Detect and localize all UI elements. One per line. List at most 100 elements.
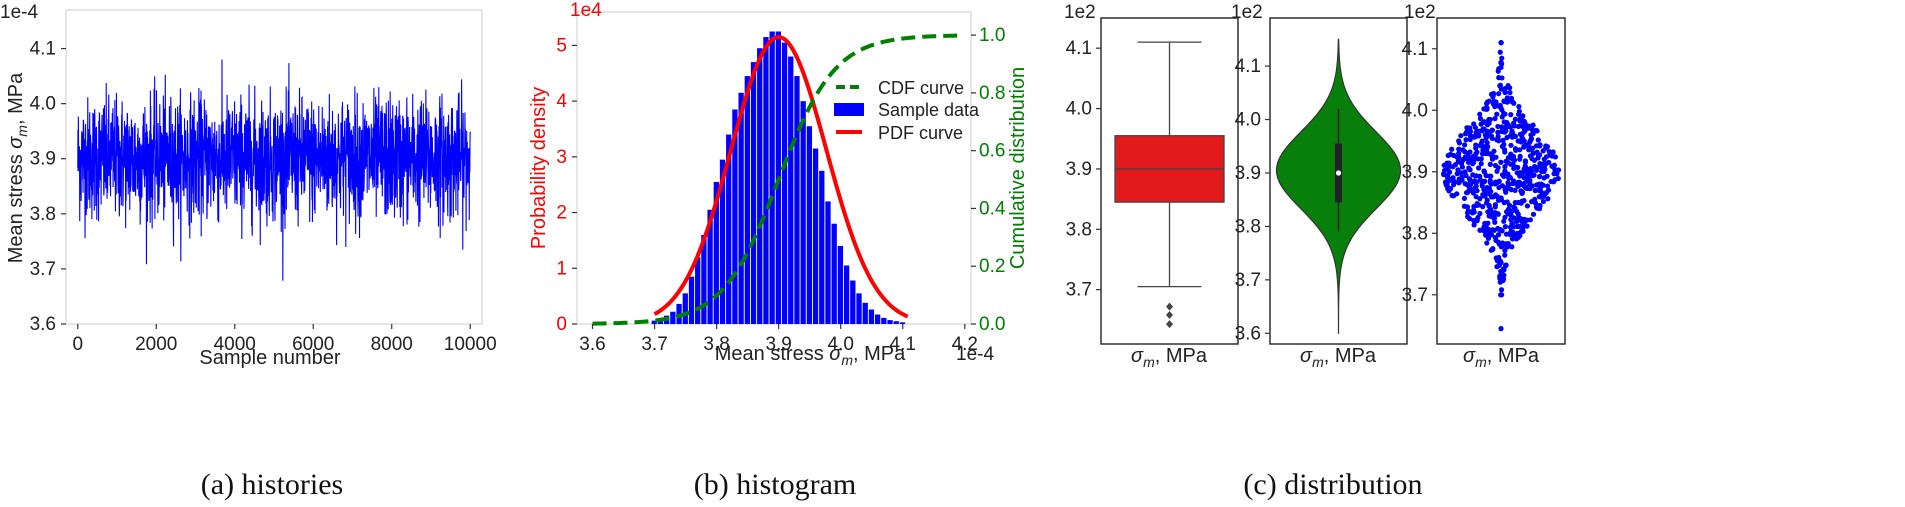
swarm-point — [1477, 143, 1484, 149]
swarm-point — [1498, 105, 1504, 111]
swarm-point — [1496, 75, 1502, 81]
swarm-point — [1515, 217, 1521, 223]
pdf-curve — [653, 35, 909, 319]
swarm-point — [1462, 148, 1468, 155]
legend-pdf-label: PDF curve — [878, 123, 963, 143]
histories-series — [77, 59, 471, 281]
swarm-point — [1456, 159, 1462, 165]
swarm-point — [1513, 147, 1519, 153]
swarm-point — [1495, 68, 1501, 74]
swarm-point — [1466, 184, 1472, 190]
swarm-y-tick-label: 3.9 — [1402, 162, 1428, 183]
swarm-point — [1485, 235, 1492, 241]
histogram-bar — [670, 311, 676, 324]
swarm-point — [1511, 215, 1517, 221]
swarm-point — [1471, 203, 1477, 210]
boxplot-body — [1114, 41, 1225, 329]
swarm-y-tick-label: 3.8 — [1402, 223, 1428, 244]
swarm-point — [1519, 170, 1525, 177]
histogram-bar — [744, 76, 750, 324]
swarm-point — [1537, 173, 1543, 180]
swarm-point — [1458, 133, 1464, 139]
swarm-point — [1528, 132, 1534, 138]
swarm-point — [1450, 164, 1456, 170]
swarm-point — [1521, 175, 1527, 181]
violin-body — [1275, 38, 1402, 334]
swarm-point — [1467, 149, 1473, 155]
swarm-point — [1532, 187, 1538, 194]
swarm-point — [1535, 137, 1541, 143]
box-outlier — [1166, 320, 1173, 329]
swarm-point — [1532, 200, 1539, 206]
swarm-point — [1491, 148, 1497, 154]
history-y-tick-label: 3.7 — [30, 259, 56, 280]
swarm-frame — [1436, 17, 1566, 345]
histogram-right-tick-label: 0.8 — [979, 83, 1005, 104]
violin-frame — [1269, 17, 1408, 345]
swarm-point — [1483, 105, 1489, 111]
swarm-point — [1477, 111, 1483, 117]
swarm-point — [1527, 183, 1533, 189]
histogram-left-tick-label: 3 — [556, 147, 567, 168]
swarm-point — [1505, 180, 1511, 186]
histories-y-ticks: 3.6 3.7 3.8 3.9 4.0 4.1 — [30, 39, 66, 335]
swarm-y-ticks: 3.7 3.8 3.9 4.0 4.1 — [1402, 39, 1437, 306]
histogram-x-ticks: 3.6 3.7 3.8 3.9 4.0 4.1 4.2 — [579, 324, 978, 355]
histogram-left-y-ticks: 0 1 2 3 4 5 — [556, 35, 577, 335]
histogram-left-tick-label: 1 — [556, 258, 567, 279]
histogram-left-scale-label: 1e4 — [570, 0, 602, 21]
swarm-point — [1465, 208, 1471, 214]
swarm-point — [1499, 228, 1505, 234]
swarm-point — [1498, 40, 1504, 46]
swarm-point — [1501, 146, 1508, 153]
swarm-point — [1538, 183, 1545, 189]
swarm-point — [1519, 190, 1525, 196]
legend-cdf-label: CDF curve — [878, 78, 964, 98]
histogram-bar — [893, 321, 899, 324]
swarm-point — [1496, 184, 1502, 191]
swarm-point — [1466, 165, 1472, 171]
swarm-point — [1537, 161, 1543, 167]
swarm-point — [1508, 161, 1514, 167]
violin-x-label: σm, MPa — [1300, 345, 1377, 370]
swarm-point — [1516, 104, 1522, 110]
histogram-bar — [850, 280, 856, 324]
swarm-point — [1496, 138, 1502, 144]
swarm-point — [1530, 211, 1537, 217]
swarm-point — [1451, 182, 1457, 188]
histogram-left-tick-label: 2 — [556, 203, 567, 224]
histogram-right-tick-label: 1.0 — [979, 25, 1005, 46]
swarm-point — [1520, 182, 1526, 188]
swarm-point — [1493, 154, 1499, 160]
histogram-x-tick-label: 3.6 — [579, 334, 605, 355]
swarm-point — [1470, 154, 1476, 160]
swarm-point — [1532, 163, 1538, 170]
swarm-point — [1526, 144, 1533, 151]
histogram-bar — [862, 302, 868, 324]
swarm-point — [1504, 199, 1510, 205]
swarm-point — [1515, 211, 1521, 217]
histogram-x-tick-label: 4.2 — [952, 334, 978, 355]
swarm-point — [1529, 168, 1535, 174]
histogram-bar — [794, 76, 800, 324]
violin-y-ticks: 3.6 3.7 3.8 3.9 4.0 4.1 — [1235, 56, 1270, 344]
box-outlier — [1166, 302, 1173, 311]
histogram-bar — [763, 37, 769, 324]
swarm-point — [1498, 86, 1504, 92]
swarm-point — [1488, 91, 1495, 97]
histogram-bar — [800, 101, 806, 325]
swarm-point — [1445, 172, 1451, 178]
swarm-point — [1481, 178, 1487, 185]
swarm-point — [1503, 189, 1509, 195]
swarm-point — [1499, 114, 1505, 120]
swarm-point — [1497, 49, 1503, 55]
caption-histogram: (b) histogram — [694, 468, 856, 501]
history-x-tick-label: 6000 — [292, 334, 334, 355]
swarm-point — [1473, 145, 1479, 151]
swarm-point — [1462, 155, 1469, 162]
swarm-point — [1500, 137, 1506, 143]
histogram-x-scale-label: 1e-4 — [956, 344, 994, 365]
swarm-point — [1502, 247, 1508, 254]
history-x-tick-label: 0 — [72, 334, 83, 355]
